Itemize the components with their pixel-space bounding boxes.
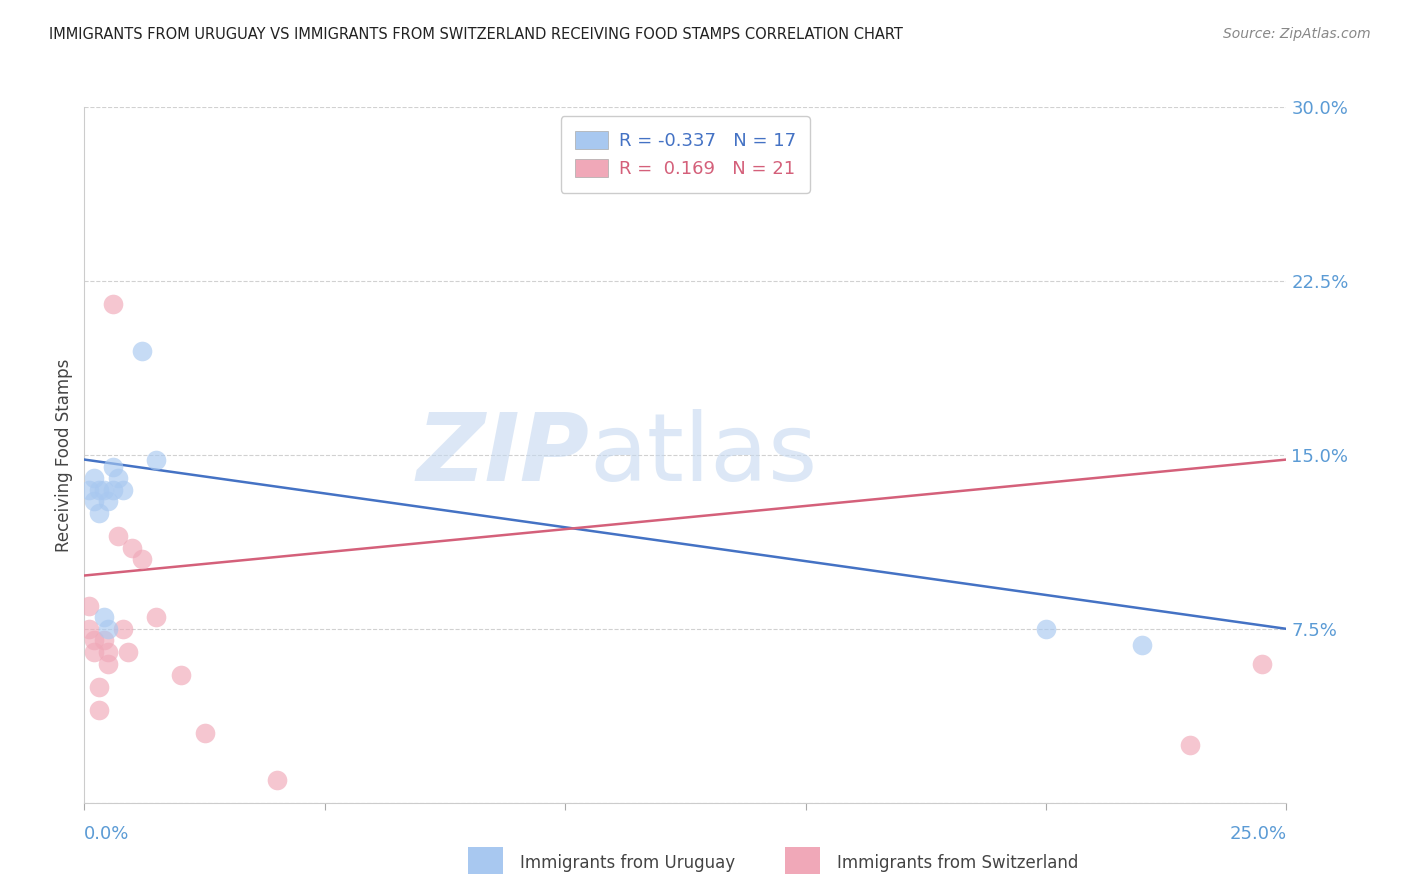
Point <box>87 703 110 717</box>
Point <box>77 599 100 613</box>
Point <box>266 772 288 787</box>
Text: Source: ZipAtlas.com: Source: ZipAtlas.com <box>1223 27 1371 41</box>
Point <box>1130 638 1153 652</box>
Point <box>83 645 105 659</box>
Point <box>97 494 120 508</box>
Point <box>77 622 100 636</box>
Point <box>1251 657 1274 671</box>
Point <box>169 668 191 682</box>
Point <box>97 657 120 671</box>
Text: Immigrants from Uruguay: Immigrants from Uruguay <box>520 854 735 871</box>
Text: 25.0%: 25.0% <box>1229 825 1286 843</box>
Point <box>83 471 105 485</box>
Point <box>83 494 105 508</box>
Text: ZIP: ZIP <box>416 409 589 501</box>
Text: Immigrants from Switzerland: Immigrants from Switzerland <box>837 854 1078 871</box>
Legend: R = -0.337   N = 17, R =  0.169   N = 21: R = -0.337 N = 17, R = 0.169 N = 21 <box>561 116 810 193</box>
Point <box>194 726 217 740</box>
Point <box>87 506 110 520</box>
Point <box>145 610 167 624</box>
Point <box>103 483 125 497</box>
Y-axis label: Receiving Food Stamps: Receiving Food Stamps <box>55 359 73 551</box>
Point <box>97 645 120 659</box>
Point <box>103 297 125 311</box>
Point <box>111 483 134 497</box>
Point <box>93 483 115 497</box>
Text: atlas: atlas <box>589 409 817 501</box>
Point <box>77 483 100 497</box>
Point <box>145 452 167 467</box>
Point <box>83 633 105 648</box>
Point <box>93 633 115 648</box>
Point <box>103 459 125 474</box>
Point <box>93 610 115 624</box>
Text: IMMIGRANTS FROM URUGUAY VS IMMIGRANTS FROM SWITZERLAND RECEIVING FOOD STAMPS COR: IMMIGRANTS FROM URUGUAY VS IMMIGRANTS FR… <box>49 27 903 42</box>
Point <box>121 541 143 555</box>
Point <box>97 622 120 636</box>
Point <box>87 680 110 694</box>
Point <box>1035 622 1057 636</box>
Point <box>131 343 153 358</box>
Point <box>1180 738 1202 752</box>
Point <box>111 622 134 636</box>
Point <box>131 552 153 566</box>
Point <box>117 645 139 659</box>
Text: 0.0%: 0.0% <box>84 825 129 843</box>
Point <box>107 471 129 485</box>
Point <box>107 529 129 543</box>
Point <box>87 483 110 497</box>
